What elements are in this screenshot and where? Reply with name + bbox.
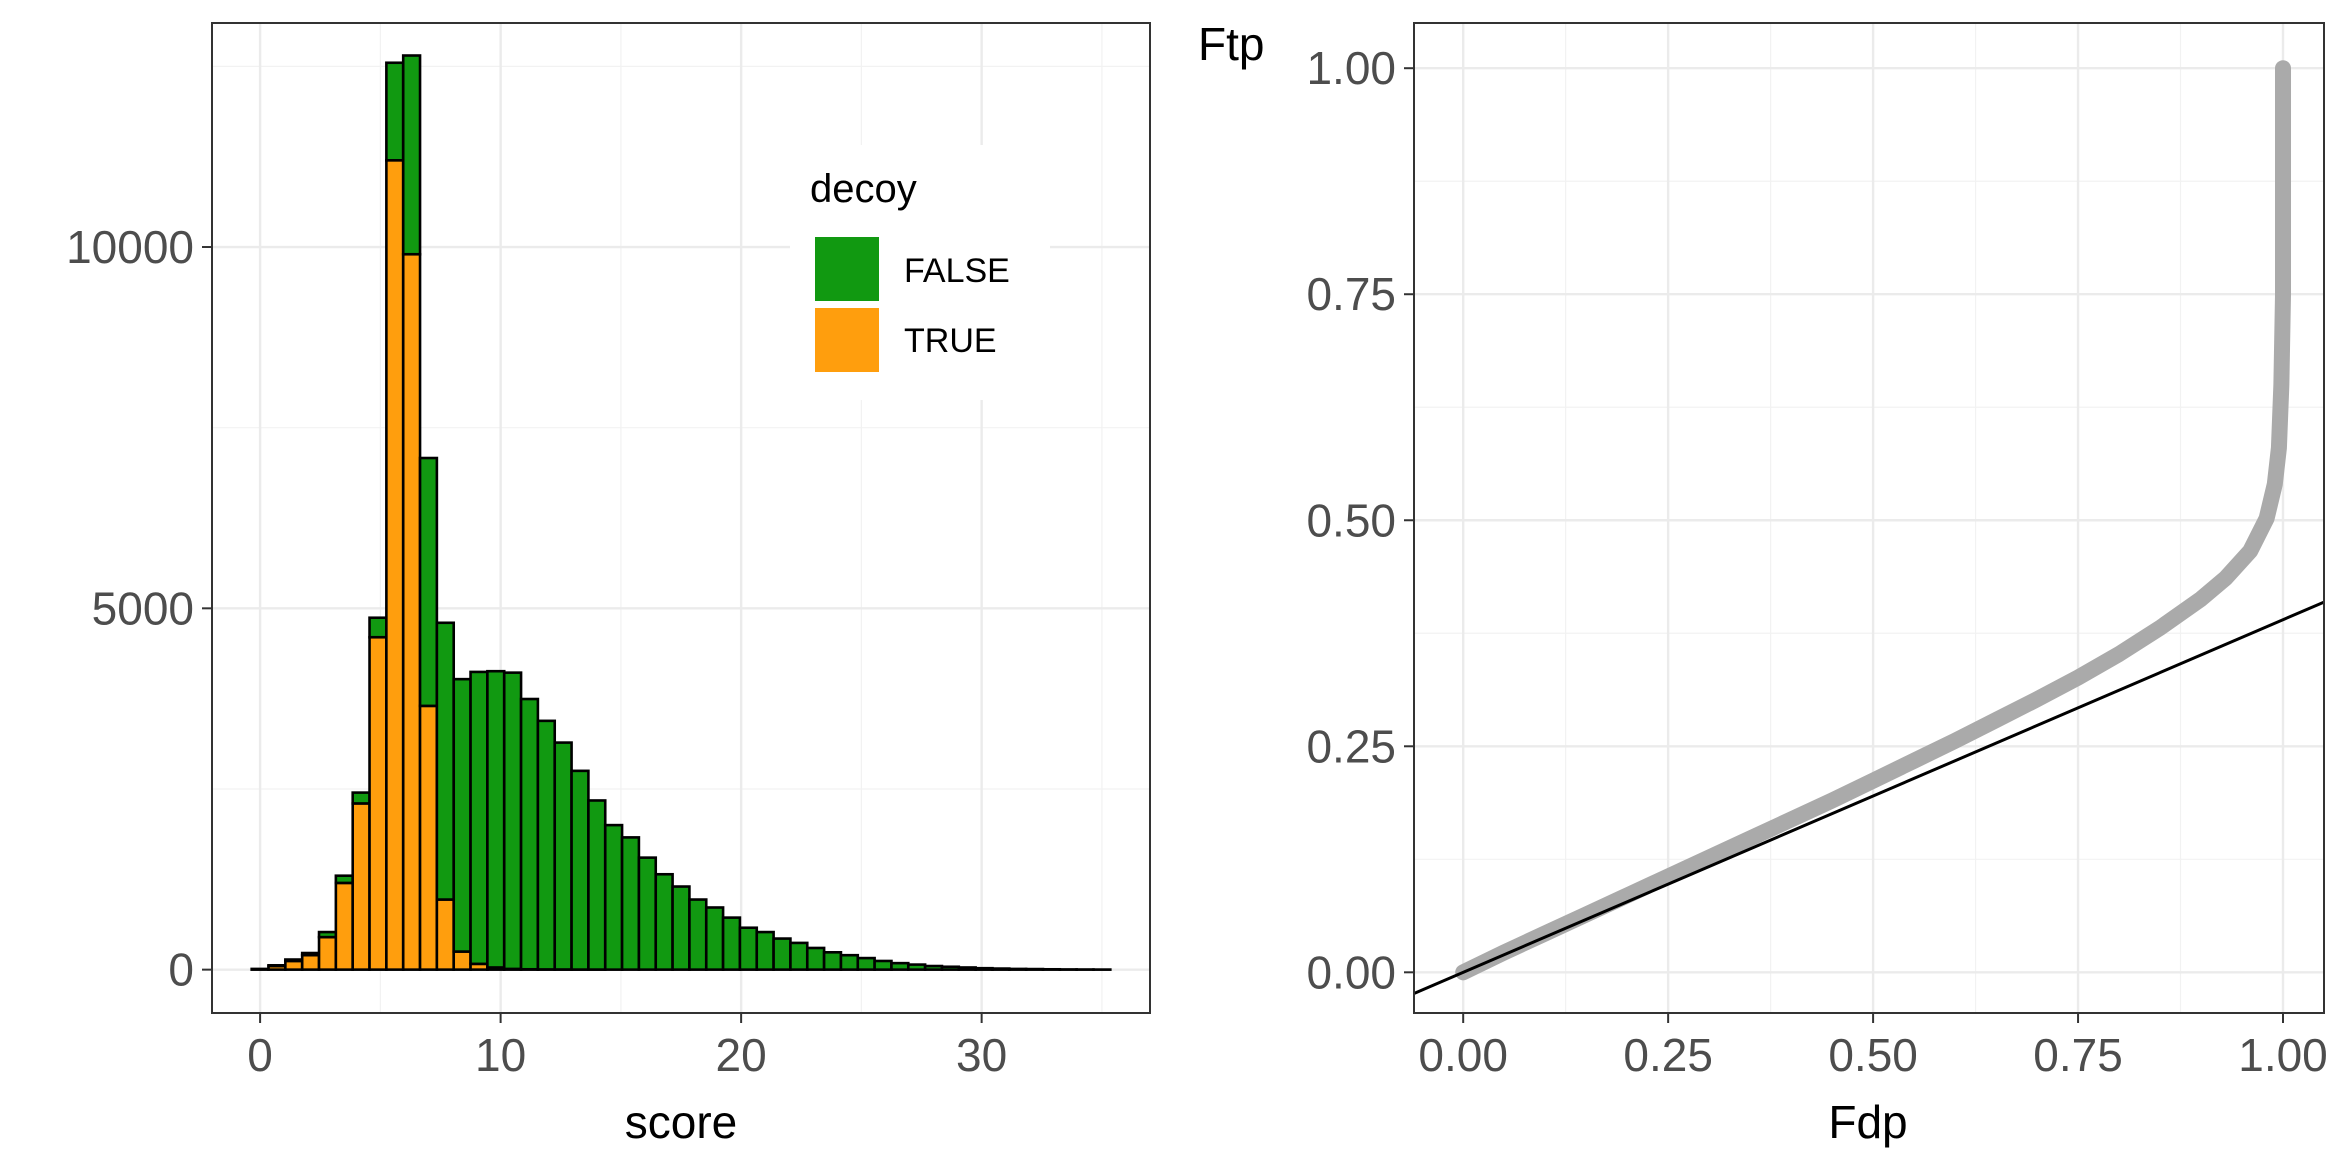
curve-y-tick-label: 0.50	[1306, 494, 1396, 546]
histogram-x-axis-label: score	[625, 1096, 737, 1148]
histogram-bar-false	[738, 926, 759, 971]
histogram-x-ticks: 0 10 20 30	[247, 1013, 1007, 1081]
histogram-bar-true	[317, 935, 338, 971]
curve-y-tick-label: 0.00	[1306, 946, 1396, 998]
histogram-bar-false	[688, 898, 708, 971]
ftp-fdp-curve	[1455, 60, 2292, 981]
histogram-bar-false	[805, 946, 826, 971]
histogram-bar-false	[536, 719, 557, 971]
histogram-bar-false	[351, 791, 371, 805]
curve-x-tick-label: 1.00	[2238, 1029, 2328, 1081]
curve-y-tick-label: 0.25	[1306, 720, 1396, 772]
curve-plot-border	[1413, 22, 2325, 1014]
histogram-bar-false	[957, 966, 977, 971]
curve-y-tick-label: 0.75	[1306, 268, 1396, 320]
curve-gridlines	[1414, 23, 2324, 1013]
curve-x-axis-label: Fdp	[1828, 1096, 1907, 1148]
legend-label-false: FALSE	[904, 252, 1010, 290]
legend-key-false	[813, 235, 881, 303]
legend-key-true	[813, 306, 881, 374]
histogram-bar-false	[890, 961, 910, 971]
legend-title: decoy	[810, 167, 917, 211]
histogram-y-tick-label: 10000	[66, 221, 194, 273]
histogram-bar-false	[789, 941, 809, 971]
legend-label-true: TRUE	[904, 322, 997, 360]
histogram-bar-false	[418, 456, 439, 708]
histogram-bar-false	[856, 956, 876, 971]
histogram-bar-true	[250, 967, 270, 971]
histogram-bar-false	[284, 958, 304, 963]
histogram-bar-false	[839, 953, 860, 971]
histogram-bar-true	[300, 953, 321, 971]
curve-x-tick-label: 0.25	[1623, 1029, 1713, 1081]
histogram-bar-false	[974, 966, 994, 971]
histogram-bar-false	[991, 967, 1011, 971]
histogram-x-tick-label: 0	[247, 1029, 273, 1081]
histogram-bar-false	[469, 670, 489, 966]
histogram-bar-true	[385, 158, 405, 971]
histogram-bar-false	[1007, 967, 1028, 971]
curve-y-tick-label: 1.00	[1306, 42, 1396, 94]
histogram-bar-false	[401, 54, 422, 256]
histogram-bar-false	[553, 741, 573, 971]
histogram-bar-false	[368, 616, 388, 639]
histogram-bar-false	[452, 677, 472, 953]
histogram-bar-false	[317, 930, 338, 939]
histogram-bar-true	[351, 802, 371, 971]
curve-x-tick-label: 0.75	[2033, 1029, 2123, 1081]
histogram-legend: decoy FALSE TRUE	[790, 145, 1050, 400]
histogram-y-ticks: 0 5000 10000	[66, 221, 212, 996]
histogram-bar-false	[906, 963, 927, 971]
histogram-bar-false	[570, 769, 590, 971]
histogram-bar-false	[822, 950, 843, 971]
histogram-bar-false	[772, 937, 792, 971]
histogram-bar-false	[334, 874, 355, 885]
histogram-bar-false	[721, 916, 742, 971]
histogram-bar-false	[300, 951, 321, 957]
histogram-bar-false	[385, 61, 405, 162]
reference-line	[1414, 600, 2324, 995]
curve-lines	[1414, 60, 2324, 995]
histogram-bar-false	[940, 965, 961, 971]
curve-plot-background	[1414, 23, 2324, 1013]
histogram-bar-false	[519, 697, 540, 971]
histogram-plot-border	[211, 22, 1151, 1014]
histogram-bars	[250, 54, 1112, 971]
histogram-x-tick-label: 10	[475, 1029, 526, 1081]
histogram-bar-false	[704, 906, 725, 971]
histogram-bar-false	[603, 823, 624, 971]
histogram-bar-false	[755, 930, 775, 971]
curve-x-ticks: 0.00 0.25 0.50 0.75 1.00	[1418, 1013, 2328, 1081]
histogram-bar-true	[452, 950, 472, 971]
curve-x-tick-label: 0.00	[1418, 1029, 1508, 1081]
fdp-ftp-panel: 0.00 0.25 0.50 0.75 1.00 0.00 0.25 0.50 0.75 1.0…	[1198, 18, 2328, 1148]
histogram-bar-false	[1024, 967, 1045, 971]
histogram-bar-false	[923, 964, 944, 971]
histogram-bar-false	[671, 885, 691, 971]
histogram-bar-true	[418, 704, 439, 971]
histogram-panel: 0 10 20 30 0 5000 10000 score decoy FALSE TRU…	[66, 22, 1151, 1148]
histogram-bar-true	[368, 635, 388, 971]
histogram-bar-false	[654, 872, 674, 971]
curve-y-axis-label: Ftp	[1198, 18, 1264, 70]
histogram-bar-false	[637, 856, 658, 971]
histogram-bar-true	[334, 881, 355, 971]
histogram-bar-true	[435, 898, 456, 971]
curve-y-ticks: 0.00 0.25 0.50 0.75 1.00	[1306, 42, 1414, 998]
histogram-y-tick-label: 0	[168, 944, 194, 996]
histogram-y-tick-label: 5000	[92, 582, 194, 634]
histogram-bar-false	[620, 836, 641, 971]
histogram-x-tick-label: 20	[716, 1029, 767, 1081]
histogram-bar-false	[486, 669, 506, 969]
curve-x-tick-label: 0.50	[1828, 1029, 1918, 1081]
histogram-bar-false	[587, 799, 607, 971]
histogram-bar-false	[267, 964, 287, 968]
histogram-bar-true	[401, 252, 422, 971]
histogram-bar-false	[873, 959, 893, 971]
histogram-x-tick-label: 30	[956, 1029, 1007, 1081]
histogram-bar-false	[435, 621, 456, 901]
histogram-bar-false	[502, 671, 523, 971]
histogram-bar-true	[284, 959, 304, 971]
